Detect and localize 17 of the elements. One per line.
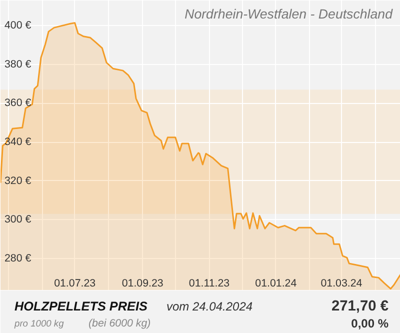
text: 271,70 € — [331, 298, 389, 314]
text: HOLZPELLETS PREIS — [14, 300, 148, 314]
text: 0,00 % — [351, 316, 389, 330]
x-tick-label: 01.07.23 — [54, 278, 96, 290]
y-tick-label: 280 € — [4, 252, 32, 264]
text: vom 24.04.2024 — [166, 300, 253, 314]
y-tick-label: 380 € — [4, 58, 32, 70]
x-tick-label: 01.01.24 — [255, 278, 297, 290]
annotation: Nordrhein-Westfalen - Deutschland — [184, 6, 394, 22]
y-tick-label: 300 € — [4, 214, 32, 226]
text: (bei 6000 kg) — [88, 318, 151, 330]
text: pro 1000 kg — [14, 318, 65, 328]
y-tick-label: 400 € — [4, 20, 32, 32]
y-tick-label: 320 € — [4, 174, 32, 187]
x-tick-label: 01.03.24 — [320, 278, 362, 290]
x-tick-label: 01.11.23 — [188, 278, 230, 290]
x-tick-label: 01.09.23 — [122, 278, 164, 290]
